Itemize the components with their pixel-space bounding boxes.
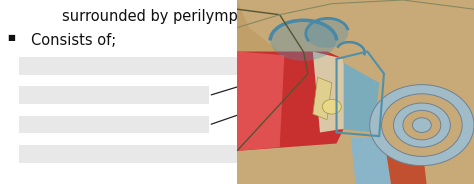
- Ellipse shape: [270, 20, 337, 61]
- Polygon shape: [237, 0, 308, 83]
- Circle shape: [412, 118, 431, 132]
- Circle shape: [370, 85, 474, 166]
- Polygon shape: [384, 138, 427, 184]
- FancyBboxPatch shape: [19, 116, 209, 133]
- Ellipse shape: [306, 18, 348, 48]
- Circle shape: [382, 94, 462, 156]
- Text: surrounded by perilymph: surrounded by perilymph: [62, 9, 247, 24]
- Polygon shape: [237, 52, 344, 151]
- FancyBboxPatch shape: [19, 145, 261, 163]
- FancyBboxPatch shape: [19, 86, 209, 104]
- Circle shape: [393, 103, 450, 147]
- Polygon shape: [367, 0, 474, 184]
- Polygon shape: [237, 52, 284, 151]
- Text: Consists of;: Consists of;: [31, 33, 116, 48]
- Polygon shape: [337, 59, 379, 132]
- FancyBboxPatch shape: [237, 0, 474, 184]
- Polygon shape: [313, 52, 344, 132]
- Polygon shape: [313, 77, 332, 120]
- Circle shape: [403, 110, 441, 140]
- Circle shape: [322, 99, 341, 114]
- FancyBboxPatch shape: [19, 57, 261, 75]
- Polygon shape: [351, 138, 391, 184]
- Text: ■: ■: [7, 33, 15, 42]
